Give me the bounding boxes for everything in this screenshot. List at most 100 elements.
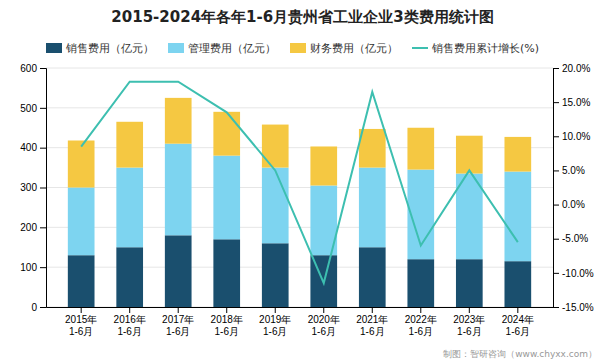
tick-label-line: 1-6月 — [214, 326, 238, 337]
tick: 15.0% — [553, 97, 590, 108]
tick-label: 2018年1-6月 — [211, 314, 243, 337]
tick-label: 500 — [20, 103, 37, 114]
legend-label: 财务费用（亿元） — [310, 42, 398, 55]
tick-mark — [553, 170, 559, 171]
tick-mark — [40, 188, 46, 189]
tick-label-line: 2019年 — [259, 314, 291, 325]
legend-label: 销售费用（亿元） — [65, 42, 154, 55]
tick: 20.0% — [553, 63, 590, 74]
tick-label: 100 — [20, 262, 37, 273]
tick-mark — [40, 267, 46, 268]
legend-item: 销售费用（亿元） — [46, 42, 154, 55]
bar — [213, 156, 240, 240]
tick-mark — [553, 205, 559, 206]
bar — [359, 247, 386, 307]
bar — [116, 247, 143, 307]
bar — [504, 172, 531, 262]
tick-label: 2016年1-6月 — [114, 314, 146, 337]
tick-label-line: 2015年 — [65, 314, 97, 325]
grid-line — [46, 107, 553, 108]
tick-mark — [40, 307, 46, 308]
tick: 600 — [20, 63, 46, 74]
tick: 2017年1-6月 — [162, 307, 194, 337]
tick-label-line: 1-6月 — [506, 326, 530, 337]
tick: 2018年1-6月 — [211, 307, 243, 337]
tick: -10.0% — [553, 268, 594, 279]
legend-swatch — [412, 47, 428, 49]
tick-mark — [553, 136, 559, 137]
tick-label-line: 1-6月 — [360, 326, 384, 337]
tick: 5.0% — [553, 165, 585, 176]
tick-mark — [275, 307, 276, 313]
tick-label-line: 1-6月 — [263, 326, 287, 337]
tick-label-line: 1-6月 — [69, 326, 93, 337]
legend-item: 销售费用累计增长(%) — [412, 42, 539, 55]
footer: 制图：智研咨询（www.chyxx.com） — [443, 349, 597, 359]
tick-label-line: 2021年 — [356, 314, 388, 325]
bar — [165, 144, 192, 236]
bar — [262, 125, 289, 168]
tick-label-line: 1-6月 — [166, 326, 190, 337]
tick-label-line: 2020年 — [308, 314, 340, 325]
tick-label: 2017年1-6月 — [162, 314, 194, 337]
tick-mark — [372, 307, 373, 313]
tick-label: -15.0% — [562, 302, 594, 313]
bar — [213, 112, 240, 156]
legend-swatch — [168, 43, 184, 53]
bar — [68, 255, 95, 307]
tick-label: 400 — [20, 142, 37, 153]
tick: 2021年1-6月 — [356, 307, 388, 337]
tick-mark — [553, 273, 559, 274]
tick: -5.0% — [553, 233, 588, 244]
tick: 2024年1-6月 — [502, 307, 534, 337]
bar-series — [68, 98, 531, 188]
tick-mark — [469, 307, 470, 313]
tick-mark — [553, 307, 559, 308]
bar — [407, 259, 434, 307]
y-axis: 0100200300400500600 — [20, 63, 46, 313]
tick-mark — [323, 307, 324, 313]
tick-label: 2020年1-6月 — [308, 314, 340, 337]
bar — [456, 136, 483, 174]
tick-mark — [420, 307, 421, 313]
tick-label: 0.0% — [562, 199, 585, 210]
tick: 2023年1-6月 — [453, 307, 485, 337]
bar — [407, 128, 434, 170]
axis-line — [554, 69, 560, 308]
bar — [456, 259, 483, 307]
tick-label: 2021年1-6月 — [356, 314, 388, 337]
tick: 2022年1-6月 — [405, 307, 437, 337]
bar — [165, 98, 192, 144]
bar — [213, 239, 240, 307]
tick-label: 300 — [20, 182, 37, 193]
line — [81, 82, 518, 283]
tick-mark — [553, 68, 559, 69]
tick-label: 10.0% — [562, 131, 590, 142]
tick: -15.0% — [553, 302, 594, 313]
tick-label: 2023年1-6月 — [453, 314, 485, 337]
legend-swatch — [290, 43, 306, 53]
tick: 0 — [31, 302, 46, 313]
tick-label: -10.0% — [562, 268, 594, 279]
tick-mark — [40, 227, 46, 228]
bar — [165, 235, 192, 307]
bar — [68, 188, 95, 256]
tick-mark — [517, 307, 518, 313]
tick: 10.0% — [553, 131, 590, 142]
tick-mark — [129, 307, 130, 313]
tick-label: 2015年1-6月 — [65, 314, 97, 337]
legend-label: 管理费用（亿元） — [188, 42, 276, 55]
tick-label: 5.0% — [562, 165, 585, 176]
tick-mark — [40, 148, 46, 149]
bar — [359, 168, 386, 248]
tick-label: 2019年1-6月 — [259, 314, 291, 337]
tick-mark — [553, 239, 559, 240]
tick-label-line: 1-6月 — [117, 326, 141, 337]
legend-item: 管理费用（亿元） — [168, 42, 276, 55]
grid-line — [46, 68, 553, 69]
bar — [504, 261, 531, 307]
tick-label: 20.0% — [562, 63, 590, 74]
tick-label: 2024年1-6月 — [502, 314, 534, 337]
legend-swatch — [46, 43, 62, 53]
tick-label-line: 2018年 — [211, 314, 243, 325]
